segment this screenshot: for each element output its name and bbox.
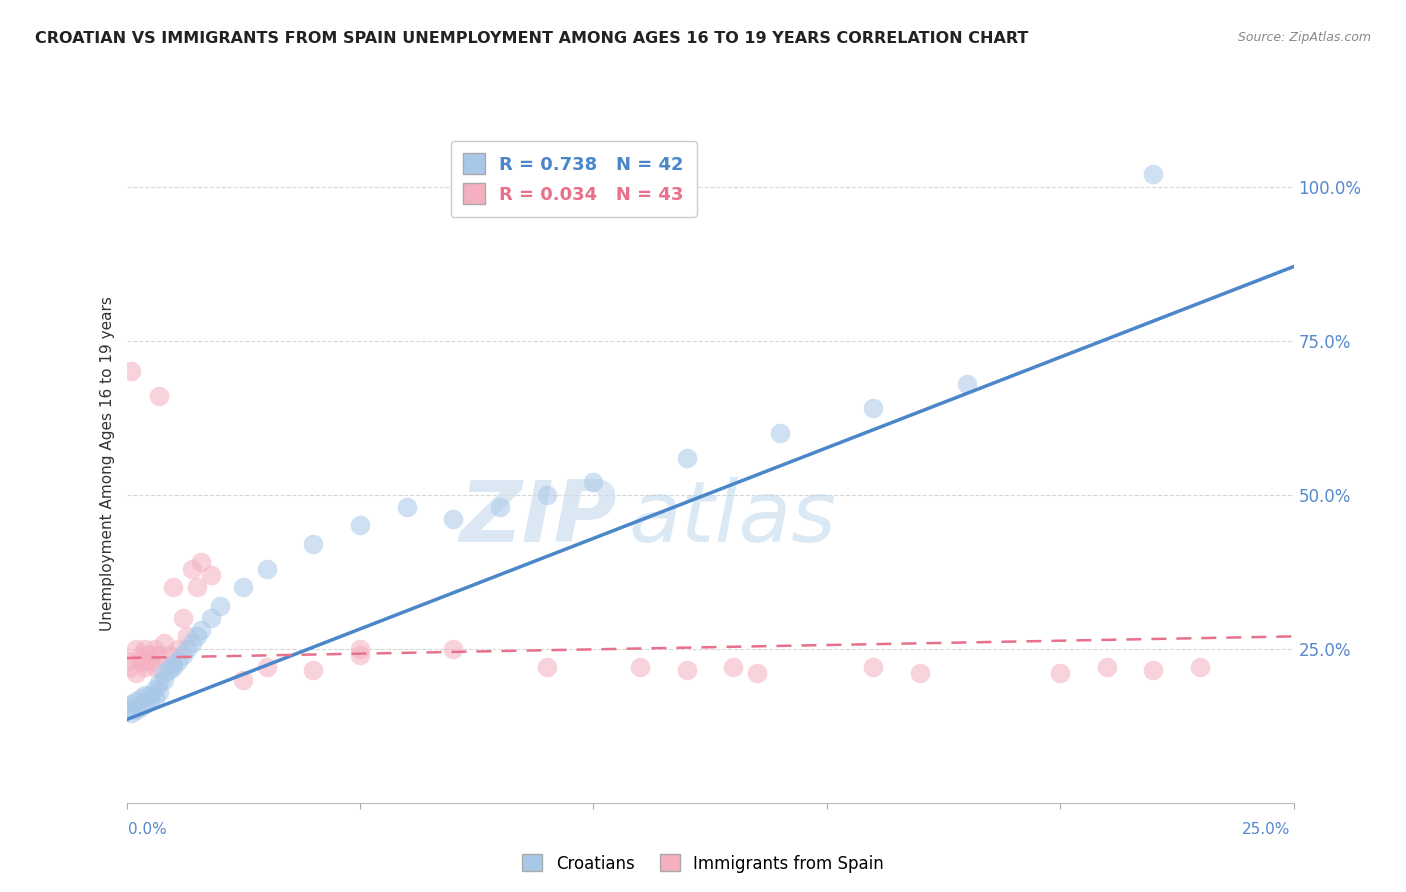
Point <box>148 648 170 662</box>
Text: atlas: atlas <box>628 476 837 559</box>
Point <box>120 660 142 674</box>
Text: CROATIAN VS IMMIGRANTS FROM SPAIN UNEMPLOYMENT AMONG AGES 16 TO 19 YEARS CORRELA: CROATIAN VS IMMIGRANTS FROM SPAIN UNEMPL… <box>35 31 1029 46</box>
Point <box>200 611 222 625</box>
Point <box>395 500 418 514</box>
Y-axis label: Unemployment Among Ages 16 to 19 years: Unemployment Among Ages 16 to 19 years <box>100 296 115 632</box>
Point <box>489 500 512 514</box>
Point <box>1142 167 1164 181</box>
Point <box>157 648 180 662</box>
Point <box>536 660 558 674</box>
Point <box>125 641 148 656</box>
Point <box>232 673 254 687</box>
Point <box>172 648 194 662</box>
Point <box>115 700 138 714</box>
Text: ZIP: ZIP <box>458 476 617 559</box>
Point <box>675 663 697 677</box>
Point <box>139 688 162 702</box>
Point <box>143 641 166 656</box>
Point <box>180 635 202 649</box>
Point <box>769 425 792 440</box>
Point <box>745 666 768 681</box>
Point <box>139 694 162 708</box>
Point <box>148 685 170 699</box>
Point <box>1049 666 1071 681</box>
Point <box>139 654 162 668</box>
Point <box>134 688 156 702</box>
Point <box>441 512 464 526</box>
Point <box>232 580 254 594</box>
Point <box>120 364 142 378</box>
Point <box>148 675 170 690</box>
Point <box>129 691 152 706</box>
Point <box>582 475 605 490</box>
Text: Source: ZipAtlas.com: Source: ZipAtlas.com <box>1237 31 1371 45</box>
Point <box>302 663 325 677</box>
Point <box>536 488 558 502</box>
Point <box>162 657 184 672</box>
Text: 25.0%: 25.0% <box>1243 822 1291 837</box>
Point <box>143 681 166 696</box>
Point <box>134 641 156 656</box>
Point <box>134 660 156 674</box>
Point <box>143 660 166 674</box>
Point <box>200 567 222 582</box>
Point <box>256 561 278 575</box>
Point <box>256 660 278 674</box>
Point <box>148 389 170 403</box>
Text: 0.0%: 0.0% <box>128 822 167 837</box>
Point <box>125 666 148 681</box>
Point <box>1142 663 1164 677</box>
Point <box>125 694 148 708</box>
Point <box>162 660 184 674</box>
Point <box>167 641 190 656</box>
Point <box>162 580 184 594</box>
Point <box>115 654 138 668</box>
Point <box>153 673 176 687</box>
Point <box>628 660 651 674</box>
Point <box>139 648 162 662</box>
Point <box>120 697 142 711</box>
Point <box>1189 660 1212 674</box>
Point <box>129 648 152 662</box>
Point <box>186 580 208 594</box>
Point <box>157 663 180 677</box>
Point <box>862 401 884 416</box>
Point <box>675 450 697 465</box>
Point <box>143 691 166 706</box>
Point <box>723 660 745 674</box>
Point <box>956 376 979 391</box>
Point <box>190 556 212 570</box>
Point <box>172 611 194 625</box>
Point <box>190 624 212 638</box>
Point <box>441 641 464 656</box>
Point <box>153 635 176 649</box>
Point <box>208 599 231 613</box>
Point <box>186 629 208 643</box>
Point <box>176 629 198 643</box>
Point <box>153 666 176 681</box>
Point <box>129 654 152 668</box>
Legend: Croatians, Immigrants from Spain: Croatians, Immigrants from Spain <box>516 847 890 880</box>
Legend: R = 0.738   N = 42, R = 0.034   N = 43: R = 0.738 N = 42, R = 0.034 N = 43 <box>451 141 696 217</box>
Point <box>349 641 371 656</box>
Point <box>125 703 148 717</box>
Point <box>862 660 884 674</box>
Point <box>180 561 202 575</box>
Point <box>176 641 198 656</box>
Point <box>349 518 371 533</box>
Point <box>302 537 325 551</box>
Point <box>120 706 142 721</box>
Point <box>167 654 190 668</box>
Point <box>1095 660 1118 674</box>
Point <box>129 700 152 714</box>
Point <box>908 666 931 681</box>
Point <box>349 648 371 662</box>
Point <box>134 697 156 711</box>
